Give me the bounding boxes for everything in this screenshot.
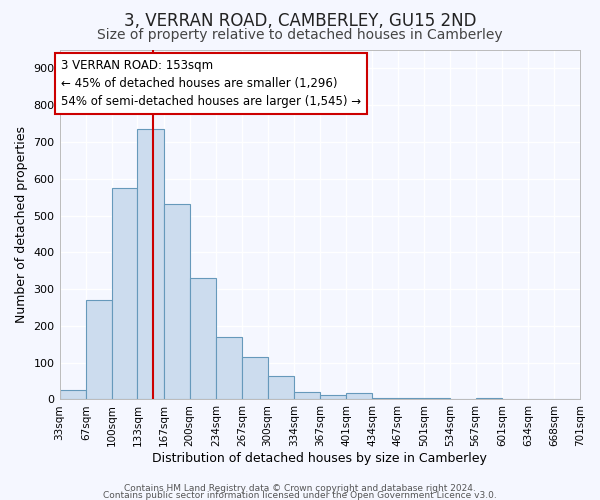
Bar [346, 393, 372, 400]
X-axis label: Distribution of detached houses by size in Camberley: Distribution of detached houses by size … [152, 452, 487, 465]
Bar [398, 398, 424, 400]
Bar [137, 129, 164, 400]
Bar [190, 278, 216, 400]
Y-axis label: Number of detached properties: Number of detached properties [15, 126, 28, 323]
Bar [424, 398, 450, 400]
Text: Contains public sector information licensed under the Open Government Licence v3: Contains public sector information licen… [103, 490, 497, 500]
Bar [59, 390, 86, 400]
Bar [372, 398, 398, 400]
Text: 3 VERRAN ROAD: 153sqm
← 45% of detached houses are smaller (1,296)
54% of semi-d: 3 VERRAN ROAD: 153sqm ← 45% of detached … [61, 58, 361, 108]
Text: Size of property relative to detached houses in Camberley: Size of property relative to detached ho… [97, 28, 503, 42]
Bar [112, 188, 137, 400]
Bar [268, 376, 294, 400]
Bar [164, 204, 190, 400]
Bar [86, 300, 112, 400]
Bar [476, 398, 502, 400]
Bar [320, 395, 346, 400]
Text: 3, VERRAN ROAD, CAMBERLEY, GU15 2ND: 3, VERRAN ROAD, CAMBERLEY, GU15 2ND [124, 12, 476, 30]
Bar [242, 357, 268, 400]
Bar [294, 392, 320, 400]
Text: Contains HM Land Registry data © Crown copyright and database right 2024.: Contains HM Land Registry data © Crown c… [124, 484, 476, 493]
Bar [216, 337, 242, 400]
